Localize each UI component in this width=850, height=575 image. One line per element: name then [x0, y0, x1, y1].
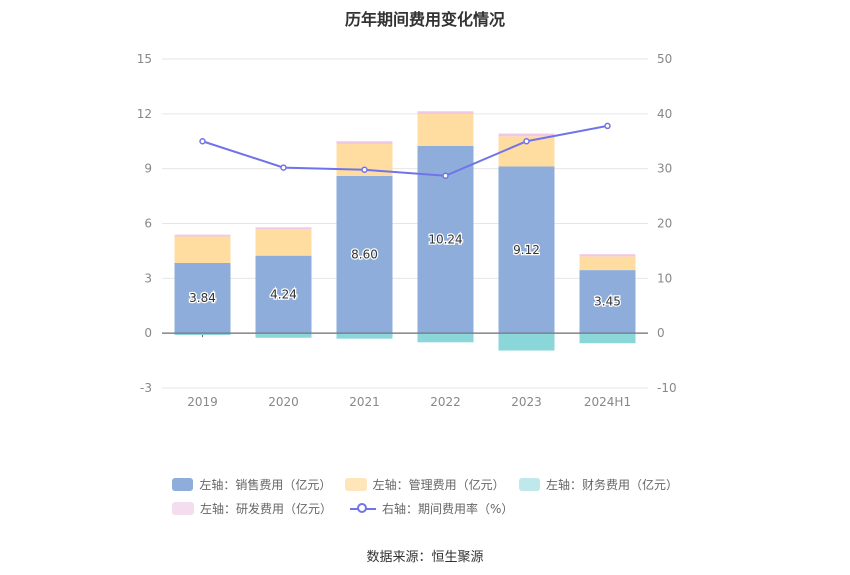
right-tick-label: 50: [657, 52, 672, 66]
right-tick-label: 10: [657, 271, 672, 285]
legend-label-finance: 左轴：财务费用（亿元）: [545, 477, 678, 492]
left-tick-label: 3: [144, 271, 152, 285]
bar-segment: [255, 255, 312, 334]
bar-data-label: 9.12: [513, 243, 540, 257]
bar-segment: [336, 141, 393, 144]
bar-segment: [498, 333, 555, 351]
bar-data-label: 8.60: [351, 248, 378, 262]
legend-item-rnd[interactable]: 左轴：研发费用（亿元）: [172, 500, 332, 517]
bar-segment: [174, 234, 231, 237]
expense-ratio-point: [280, 164, 287, 171]
bar-segment: [174, 236, 231, 263]
expense-ratio-line: [202, 124, 608, 177]
expense-ratio-point: [199, 138, 206, 145]
right-tick-label: 30: [657, 162, 672, 176]
right-tick-label: 0: [657, 326, 665, 340]
bar-segment: [417, 333, 474, 343]
legend-swatch-sales: [172, 477, 194, 491]
expense-ratio-point: [361, 166, 368, 174]
right-tick-label: -10: [657, 381, 677, 395]
expense-ratio-point: [604, 122, 611, 130]
legend-label-expense-ratio: 右轴：期间费用率（%）: [382, 501, 514, 516]
legend-swatch-rnd: [172, 501, 194, 515]
bar-segment: [417, 114, 474, 147]
x-tick-label: 2021: [349, 395, 380, 409]
left-tick-label: 6: [144, 217, 152, 231]
data-source: 数据来源：恒生聚源: [366, 550, 484, 565]
legend-swatch-admin: [345, 477, 367, 491]
legend-label-admin: 左轴：管理费用（亿元）: [372, 477, 505, 492]
bar-segment: [579, 254, 636, 257]
bar-segment: [579, 256, 636, 271]
bar-segment: [255, 227, 312, 230]
legend-line-icon: [350, 502, 377, 515]
right-tick-label: 40: [657, 107, 672, 121]
right-tick-label: 20: [657, 217, 672, 231]
bar-segment: [336, 333, 393, 339]
left-tick-label: 12: [137, 107, 152, 121]
bar-data-label: 3.84: [189, 291, 216, 305]
legend-swatch-finance: [518, 477, 540, 491]
chart-legend: 左轴：销售费用（亿元） 左轴：管理费用（亿元） 左轴：财务费用（亿元） 左轴：研…: [172, 472, 692, 520]
legend-item-sales[interactable]: 左轴：销售费用（亿元）: [172, 476, 332, 493]
expense-ratio-point: [523, 138, 530, 145]
legend-label-sales: 左轴：销售费用（亿元）: [199, 477, 332, 492]
x-tick-label: 2019: [187, 395, 218, 409]
bar-segment: [255, 333, 312, 338]
legend-item-expense-ratio[interactable]: 右轴：期间费用率（%）: [350, 500, 513, 517]
expense-ratio-point: [442, 172, 449, 180]
bar-segment: [498, 133, 555, 137]
x-tick-label: 2023: [511, 395, 542, 409]
bar-segment: [579, 333, 636, 344]
bar-segment: [579, 270, 636, 334]
bar-segment: [174, 262, 231, 334]
left-tick-label: 15: [137, 52, 152, 66]
bar-data-label: 4.24: [270, 287, 297, 301]
bar-segment: [174, 333, 231, 335]
bar-segment: [336, 175, 393, 334]
legend-label-rnd: 左轴：研发费用（亿元）: [200, 501, 333, 516]
bar-segment: [498, 166, 555, 334]
left-tick-label: 9: [144, 162, 152, 176]
bar-data-label: 10.24: [428, 233, 462, 247]
legend-item-admin[interactable]: 左轴：管理费用（亿元）: [345, 476, 505, 493]
left-tick-label: 0: [144, 326, 152, 340]
bar-segment: [417, 111, 474, 115]
left-tick-label: -3: [140, 381, 152, 395]
legend-item-finance[interactable]: 左轴：财务费用（亿元）: [518, 476, 678, 493]
x-tick-label: 2020: [268, 395, 299, 409]
chart-title: 历年期间费用变化情况: [344, 10, 505, 29]
bar-segment: [255, 229, 312, 256]
x-tick-label: 2022: [430, 395, 461, 409]
bar-data-label: 3.45: [594, 295, 621, 309]
x-tick-label: 2024H1: [584, 395, 631, 409]
